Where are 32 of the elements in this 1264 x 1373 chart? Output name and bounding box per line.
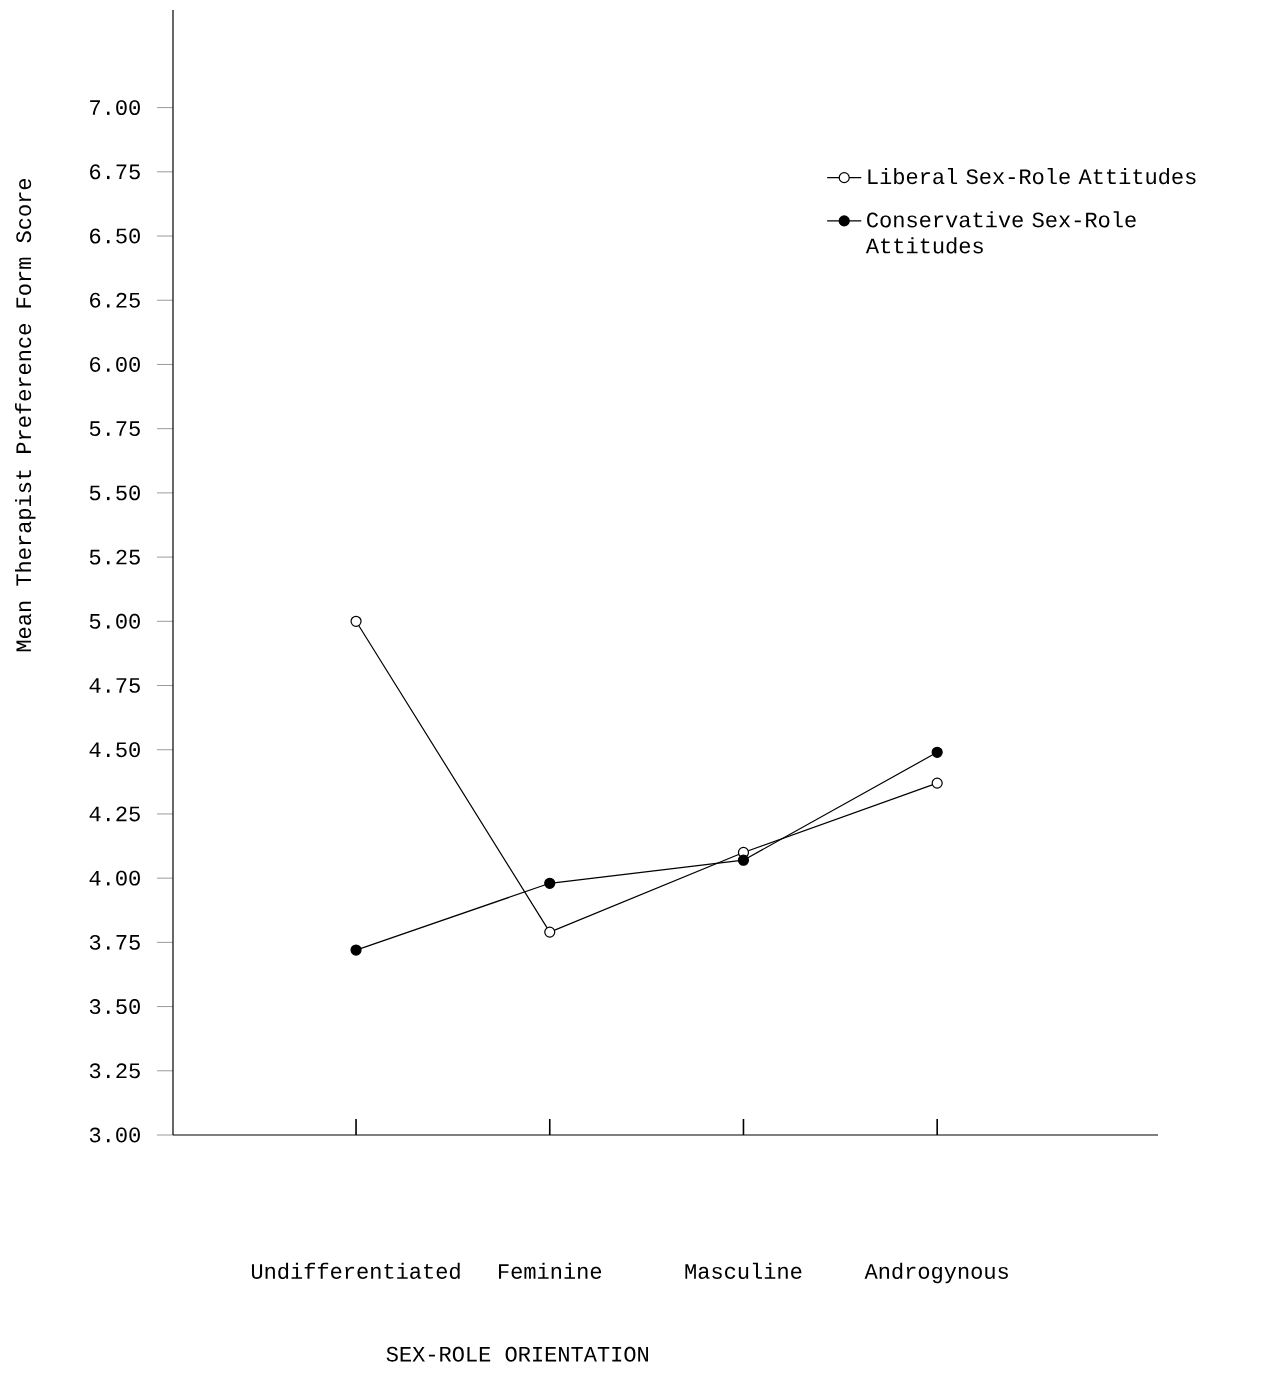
y-tick-label: 5.50 — [89, 485, 140, 501]
y-tick-label: 4.75 — [89, 678, 140, 693]
legend-label: Conservative Sex-Role Attitudes — [865, 211, 1136, 254]
point — [350, 944, 362, 956]
point — [931, 777, 943, 789]
y-tick-label: 5.25 — [89, 549, 140, 565]
x-tick-label: Masculine — [685, 1262, 802, 1279]
y-tick-label: 3.25 — [89, 1063, 140, 1079]
y-tick-label: 4.25 — [89, 806, 140, 822]
y-tick-label: 3.50 — [89, 999, 140, 1015]
point — [931, 746, 943, 758]
y-tick-label: 6.75 — [90, 164, 140, 180]
y-tick-label: 4.00 — [89, 870, 140, 886]
point — [544, 926, 556, 938]
y-tick-label: 6.00 — [90, 357, 140, 372]
y-tick-label: 6.25 — [90, 292, 140, 308]
y-tick-label: 4.50 — [89, 742, 140, 758]
x-axis-title: SEX-ROLE ORIENTATION — [386, 1346, 648, 1362]
point — [350, 615, 362, 627]
x-tick-label: Undifferentiated — [251, 1262, 460, 1279]
y-tick-label: 3.75 — [89, 934, 140, 950]
y-tick-label: 6.50 — [90, 228, 140, 244]
legend-label: Liberal Sex-Role Attitudes — [868, 168, 1196, 185]
x-tick-label: Androgynous — [864, 1262, 1008, 1284]
point — [544, 877, 556, 889]
y-axis-title: Mean Therapist Preference Form Score — [15, 178, 36, 652]
y-tick-label: 7.00 — [90, 100, 140, 116]
y-tick-label: 5.75 — [89, 421, 140, 437]
point — [737, 854, 750, 866]
y-tick-label: 3.00 — [89, 1127, 140, 1143]
x-tick-label: Feminine — [499, 1262, 602, 1279]
y-tick-label: 5.00 — [89, 613, 140, 629]
